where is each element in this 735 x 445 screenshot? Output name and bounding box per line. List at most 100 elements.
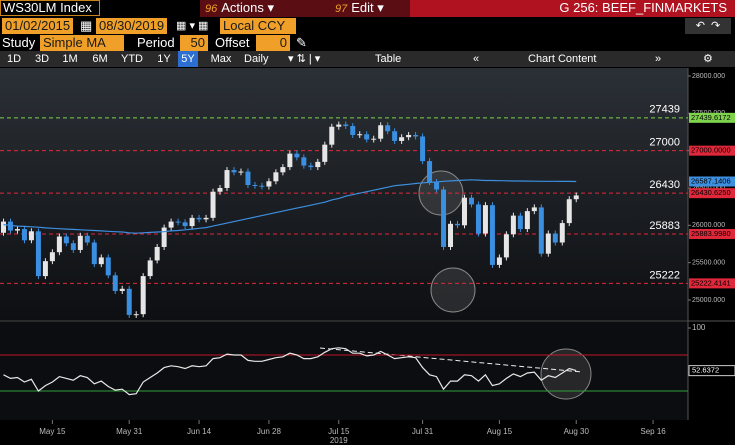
- candle-body: [154, 246, 160, 261]
- icon-button[interactable]: ⚙: [703, 53, 713, 65]
- security-field[interactable]: WS30LM Index: [0, 0, 100, 16]
- table-button[interactable]: Table: [375, 53, 402, 65]
- candle-body: [189, 217, 195, 227]
- range-button[interactable]: Max: [210, 53, 232, 65]
- end-date[interactable]: 08/30/2019: [96, 18, 168, 34]
- x-axis-year: 2019: [330, 436, 348, 445]
- security: WS30LM Index: [3, 0, 92, 15]
- candle-body: [77, 235, 83, 250]
- candle-body: [413, 134, 419, 137]
- candle-body: [350, 126, 356, 135]
- study[interactable]: Simple MA: [40, 35, 124, 51]
- x-tick-label: Aug 30: [564, 427, 590, 436]
- undo-redo[interactable]: ↶ ↷: [685, 18, 731, 34]
- candle-body: [280, 167, 286, 173]
- range-button[interactable]: 3D: [34, 53, 50, 65]
- candle-body: [406, 134, 412, 138]
- period[interactable]: 50: [180, 35, 208, 51]
- x-tick-label: May 31: [116, 427, 143, 436]
- range-button[interactable]: 6M: [92, 53, 108, 65]
- start-date[interactable]: 01/02/2015: [2, 18, 74, 34]
- range-button[interactable]: YTD: [121, 53, 143, 65]
- candle-body: [315, 161, 321, 168]
- level-tag: [689, 188, 735, 199]
- candle-body: [427, 161, 433, 183]
- offset[interactable]: 0: [256, 35, 290, 51]
- candle-body: [392, 131, 398, 141]
- candle-body: [21, 229, 27, 241]
- candle-body: [343, 124, 349, 127]
- level-tag: [689, 145, 735, 156]
- candle-body: [224, 170, 230, 188]
- currency[interactable]: Local CCY: [220, 18, 296, 34]
- candle-body: [203, 217, 209, 220]
- trend-line: [319, 347, 583, 373]
- highlight-circle: [540, 348, 592, 400]
- icon-button[interactable]: ▾ ⇅ | ▾: [288, 53, 321, 65]
- candle-body: [70, 243, 76, 250]
- actions-key: 96: [205, 3, 218, 15]
- rsi-tag: [688, 365, 735, 377]
- candle-body: [545, 233, 551, 254]
- candle-body: [56, 236, 62, 253]
- candle-body: [112, 275, 118, 292]
- candle-body: [301, 157, 307, 166]
- price-panel: [0, 68, 688, 320]
- candle-body: [140, 276, 146, 315]
- range-button[interactable]: 1D: [6, 53, 22, 65]
- icon-button[interactable]: «: [473, 53, 480, 65]
- candle-body: [98, 257, 104, 265]
- level-tag-label: 27000.0000: [691, 146, 731, 155]
- calendar-icons[interactable]: ▦ ▾ ▦: [176, 20, 209, 32]
- candle-body: [196, 217, 202, 220]
- chart-content-button[interactable]: Chart Content: [528, 53, 597, 65]
- candle-body: [168, 221, 174, 228]
- chart: 28000.00027500.00027000.00026500.0002600…: [0, 68, 735, 445]
- candle-body: [322, 144, 328, 162]
- offset-label: Offset: [215, 35, 250, 50]
- range-button[interactable]: 5Y: [178, 51, 198, 67]
- candle-body: [161, 227, 167, 247]
- candle-body: [538, 207, 544, 254]
- candle-body: [517, 215, 523, 230]
- candle-body: [133, 314, 139, 316]
- page-title: G 256: BEEF_FINMARKETS: [410, 0, 735, 17]
- date-sep: ▦ -: [80, 18, 101, 33]
- actions-menu[interactable]: 96 Actions ▾: [205, 0, 275, 15]
- candle-body: [357, 134, 363, 136]
- actions: Actions: [221, 0, 264, 15]
- period-label: Period: [137, 35, 175, 50]
- frequency[interactable]: Daily: [244, 53, 269, 65]
- candle-body: [531, 207, 537, 212]
- range-button[interactable]: 1Y: [157, 53, 171, 65]
- page-id: G 256: BEEF_FINMARKETS: [559, 0, 727, 15]
- candle-body: [217, 187, 223, 192]
- level-tag: [689, 228, 735, 239]
- x-tick-label: Sep 16: [640, 427, 666, 436]
- edit-menu[interactable]: 97 Edit ▾: [335, 0, 384, 15]
- candle-body: [399, 137, 405, 141]
- candle-body: [329, 126, 335, 145]
- level-tag-label: 25222.4141: [691, 278, 731, 287]
- icon-button[interactable]: »: [655, 53, 662, 65]
- range-bar: [0, 51, 735, 67]
- candle-body: [336, 124, 342, 127]
- candle-body: [0, 221, 6, 233]
- candle-body: [455, 223, 461, 226]
- pencil-icon[interactable]: ✎: [296, 35, 307, 50]
- candle-body: [468, 197, 474, 205]
- candle-body: [448, 223, 454, 247]
- candle-body: [182, 222, 188, 227]
- rsi-tag-label: 52.6372: [692, 366, 719, 375]
- study-label: Study: [2, 35, 36, 50]
- candle-body: [496, 257, 502, 265]
- candle-body: [259, 185, 265, 187]
- level-axis-label: 27439: [649, 104, 680, 116]
- candle-body: [503, 234, 509, 258]
- edit-key: 97: [335, 3, 348, 15]
- level-axis-label: 26430: [649, 179, 680, 191]
- moving-average: [3, 179, 577, 234]
- y-tick-label: 26000.000: [692, 222, 725, 229]
- candle-body: [420, 136, 426, 162]
- range-button[interactable]: 1M: [62, 53, 78, 65]
